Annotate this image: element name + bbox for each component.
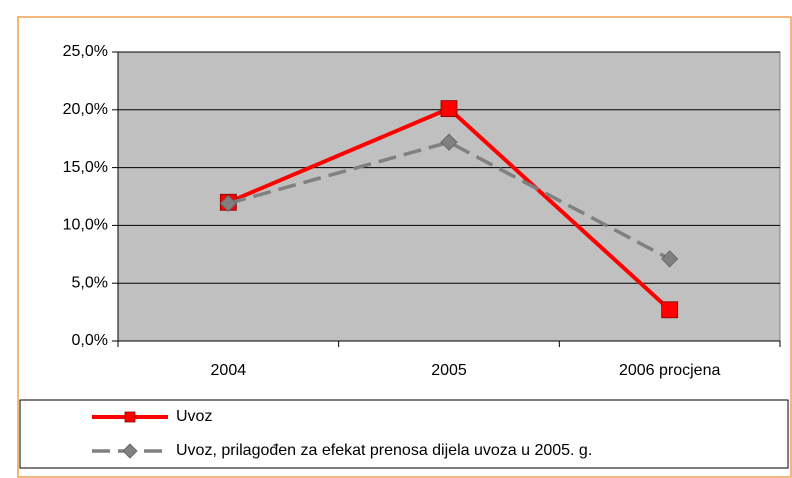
series-line bbox=[227, 140, 671, 261]
point-marker bbox=[661, 250, 679, 268]
point-marker bbox=[124, 411, 136, 423]
x-tick-label: 2004 bbox=[211, 362, 247, 379]
y-tick-label: 0,0% bbox=[72, 332, 108, 349]
y-tick-label: 10,0% bbox=[63, 217, 108, 234]
point-marker bbox=[122, 443, 138, 459]
legend-box bbox=[19, 399, 789, 469]
point-marker bbox=[219, 194, 237, 213]
y-tick-label: 5,0% bbox=[72, 274, 108, 291]
x-tick-label: 2005 bbox=[431, 362, 467, 379]
point-marker bbox=[661, 301, 679, 319]
point-marker bbox=[440, 133, 458, 151]
legend-label: Uvoz bbox=[176, 408, 212, 425]
plot-area bbox=[117, 51, 781, 342]
y-tick-label: 20,0% bbox=[63, 101, 108, 118]
point-marker bbox=[440, 100, 458, 118]
y-tick-label: 25,0% bbox=[63, 43, 108, 60]
legend-label: Uvoz, prilagođen za efekat prenosa dijel… bbox=[176, 442, 592, 459]
y-tick-label: 15,0% bbox=[63, 159, 108, 176]
x-tick-label: 2006 procjena bbox=[619, 362, 721, 379]
